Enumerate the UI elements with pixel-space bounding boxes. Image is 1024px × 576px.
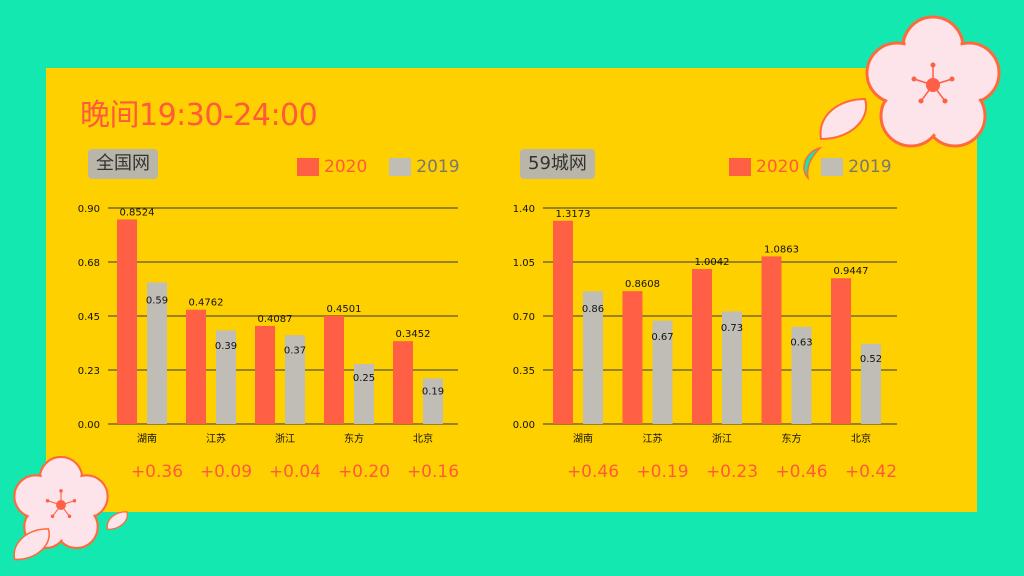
x-tick-label: 江苏 xyxy=(206,432,226,445)
data-label-2019: 0.67 xyxy=(651,332,673,343)
plum-blossom-icon xyxy=(13,455,109,550)
y-tick-label: 0.00 xyxy=(513,420,535,431)
data-label-2019: 0.25 xyxy=(353,373,375,384)
x-tick-label: 浙江 xyxy=(275,433,295,445)
data-label-2020: 0.8524 xyxy=(120,207,155,218)
bar-2020 xyxy=(831,278,851,424)
bar-2019 xyxy=(354,364,374,424)
x-tick-label: 湖南 xyxy=(573,432,593,445)
y-tick-label: 1.05 xyxy=(513,258,535,269)
y-tick-label: 0.35 xyxy=(513,366,535,377)
chart-tag-national: 全国网 xyxy=(88,149,158,179)
data-label-2019: 0.86 xyxy=(582,304,604,315)
petal-icon xyxy=(106,511,128,531)
legend-label-2020: 2020 xyxy=(324,157,368,177)
x-tick-label: 东方 xyxy=(782,432,802,445)
data-label-2019: 0.19 xyxy=(422,387,444,398)
bar-2020 xyxy=(117,219,137,424)
data-label-2019: 0.37 xyxy=(284,346,306,357)
data-label-2019: 0.63 xyxy=(790,338,812,349)
data-label-2019: 0.73 xyxy=(721,323,743,334)
data-label-2020: 1.3173 xyxy=(556,209,591,220)
x-tick-label: 北京 xyxy=(413,432,433,445)
bar-2020 xyxy=(553,220,573,424)
data-label-2020: 0.4501 xyxy=(327,304,362,315)
bar-2019 xyxy=(423,378,443,424)
page-title: 晚间19:30-24:00 xyxy=(80,98,318,133)
bar-2019 xyxy=(861,343,881,424)
bar-2020 xyxy=(692,269,712,424)
data-label-2020: 0.8608 xyxy=(625,279,660,290)
bar-2020 xyxy=(761,256,782,424)
data-label-2020: 1.0042 xyxy=(695,257,730,268)
delta-value: +0.09 xyxy=(199,462,253,482)
delta-value: +0.23 xyxy=(705,462,759,482)
chart-tag-59-cities: 59城网 xyxy=(520,149,595,179)
y-tick-label: 0.45 xyxy=(78,312,100,323)
bar-2019 xyxy=(583,291,603,424)
leaf-icon xyxy=(803,146,823,180)
legend-swatch-2020 xyxy=(297,158,319,176)
legend-national: 2020 2019 xyxy=(297,157,482,177)
delta-value: +0.46 xyxy=(775,462,828,482)
legend-swatch-2020 xyxy=(729,158,751,176)
x-tick-label: 江苏 xyxy=(643,432,663,445)
bar-2020 xyxy=(255,325,275,424)
legend-label-2020: 2020 xyxy=(756,157,800,177)
bar-2019 xyxy=(285,335,305,424)
data-label-2019: 0.39 xyxy=(215,341,237,352)
content-panel xyxy=(46,68,977,512)
bar-2020 xyxy=(393,341,413,424)
data-label-2019: 0.59 xyxy=(146,295,168,306)
delta-value: +0.04 xyxy=(268,462,322,482)
bar-2019 xyxy=(652,320,673,424)
y-tick-label: 0.00 xyxy=(78,420,100,431)
y-tick-label: 0.68 xyxy=(78,258,100,269)
x-tick-label: 东方 xyxy=(344,432,364,445)
x-tick-label: 浙江 xyxy=(712,433,732,445)
bar-2019 xyxy=(722,311,742,424)
delta-value: +0.20 xyxy=(337,462,391,482)
bar-2020 xyxy=(324,315,344,424)
legend-label-2019: 2019 xyxy=(848,157,892,177)
y-tick-label: 0.90 xyxy=(78,204,100,215)
data-label-2020: 0.4762 xyxy=(189,298,224,309)
petal-icon xyxy=(819,97,868,141)
delta-value: +0.16 xyxy=(406,462,460,482)
data-label-2020: 0.9447 xyxy=(834,266,869,277)
bar-2019 xyxy=(791,326,812,424)
data-label-2020: 0.4087 xyxy=(258,314,293,325)
data-label-2019: 0.52 xyxy=(860,354,882,365)
data-label-2020: 0.3452 xyxy=(396,329,431,340)
delta-value: +0.46 xyxy=(566,462,620,482)
x-tick-label: 湖南 xyxy=(137,432,157,445)
legend-label-2019: 2019 xyxy=(416,157,460,177)
data-label-2020: 1.0863 xyxy=(764,244,799,255)
delta-value: +0.36 xyxy=(130,462,184,482)
bar-2019 xyxy=(147,282,167,424)
legend-swatch-2019 xyxy=(821,158,844,176)
legend-swatch-2019 xyxy=(389,158,412,176)
plum-blossom-icon xyxy=(865,15,1001,148)
bar-2019 xyxy=(216,330,236,424)
legend-59-cities: 2020 2019 xyxy=(729,157,914,177)
bar-2020 xyxy=(186,309,206,424)
y-tick-label: 1.40 xyxy=(513,204,535,215)
delta-value: +0.42 xyxy=(844,462,898,482)
bar-2020 xyxy=(622,291,643,424)
y-tick-label: 0.70 xyxy=(513,312,535,323)
delta-value: +0.19 xyxy=(636,462,689,482)
x-tick-label: 北京 xyxy=(851,432,871,445)
petal-icon xyxy=(13,528,50,561)
y-tick-label: 0.23 xyxy=(78,366,100,377)
